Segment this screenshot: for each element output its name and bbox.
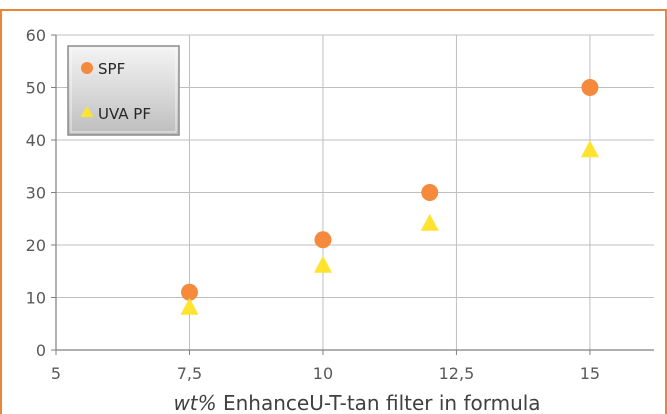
y-tick-label: 30: [26, 184, 46, 203]
y-tick-label: 10: [26, 289, 46, 308]
data-point-uva-pf: [420, 213, 439, 231]
legend-marker-spf: [81, 62, 93, 74]
x-tick-label: 10: [313, 364, 333, 383]
legend: SPF UVA PF: [67, 45, 180, 136]
y-tick-label: 50: [26, 79, 46, 98]
y-tick-label: 20: [26, 236, 46, 255]
y-tick-label: 40: [26, 131, 46, 150]
axes: [51, 34, 654, 355]
x-axis-title-italic: wt%: [173, 391, 216, 414]
tick-labels: 0 10 20 30 40 50 60 5 7,5 10 12,5 15: [26, 26, 600, 383]
data-point-spf: [180, 283, 198, 301]
data-point-uva-pf: [180, 297, 199, 315]
series-uva-pf: [180, 140, 599, 315]
gridlines: [56, 34, 654, 350]
x-tick-label: 15: [580, 364, 600, 383]
legend-inner-border: [70, 48, 177, 133]
data-point-uva-pf: [580, 140, 599, 158]
x-tick-label: 12,5: [439, 364, 475, 383]
legend-label-spf: SPF: [98, 60, 125, 78]
data-series: [180, 79, 599, 315]
data-point-uva-pf: [313, 255, 332, 273]
data-point-spf: [421, 184, 439, 201]
y-tick-label: 0: [36, 341, 46, 360]
x-tick-label: 5: [51, 364, 61, 383]
x-axis-title-rest: EnhanceU-T-tan filter in formula: [217, 391, 541, 414]
data-point-spf: [314, 231, 332, 249]
x-tick-label: 7,5: [177, 364, 202, 383]
x-axis-title: wt% EnhanceU-T-tan filter in formula: [173, 391, 540, 414]
series-spf: [180, 79, 599, 301]
data-point-spf: [581, 79, 599, 96]
legend-box: [67, 45, 180, 136]
y-tick-label: 60: [26, 26, 46, 45]
legend-label-uva-pf: UVA PF: [98, 105, 151, 123]
legend-marker-uva-pf: [80, 106, 94, 117]
